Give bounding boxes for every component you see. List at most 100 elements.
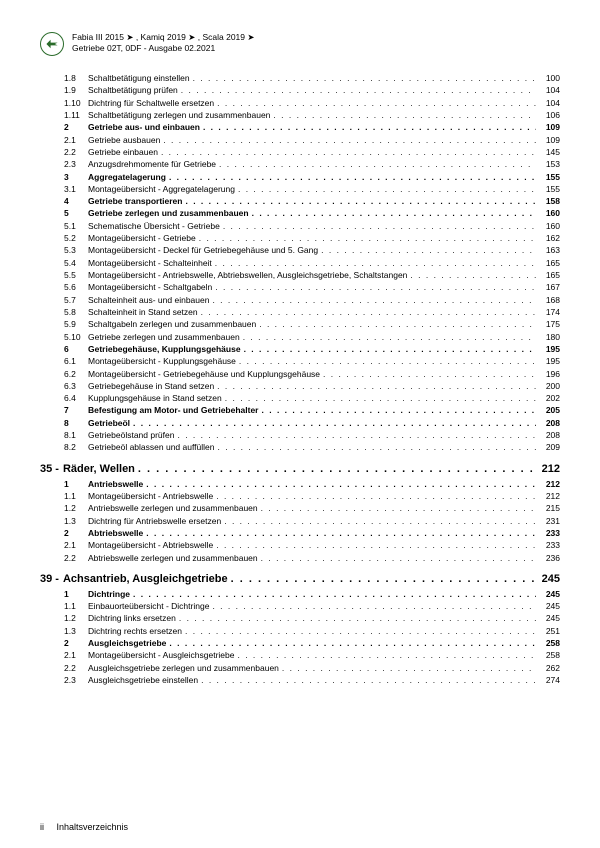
toc-entry-title: Getriebe zerlegen und zusammenbauen [88, 207, 249, 219]
toc-entry-num: 1 [40, 478, 88, 490]
toc-dots: . . . . . . . . . . . . . . . . . . . . … [221, 515, 536, 527]
toc-entry-num: 5.10 [40, 331, 88, 343]
toc-entry-title: Montageübersicht - Antriebswelle, Abtrie… [88, 269, 407, 281]
toc-row: 2Abtriebswelle. . . . . . . . . . . . . … [40, 527, 560, 539]
toc-dots: . . . . . . . . . . . . . . . . . . . . … [258, 502, 536, 514]
toc-entry-page: 165 [536, 269, 560, 281]
toc-row: 2Getriebe aus- und einbauen. . . . . . .… [40, 121, 560, 133]
toc-dots: . . . . . . . . . . . . . . . . . . . . … [234, 649, 536, 661]
toc-row: 5Getriebe zerlegen und zusammenbauen. . … [40, 207, 560, 219]
toc-entry-num: 2.2 [40, 552, 88, 564]
toc-entry-page: 145 [536, 146, 560, 158]
toc-dots: . . . . . . . . . . . . . . . . . . . . … [200, 121, 536, 133]
chapter-num: 35 - [40, 462, 63, 478]
chapter-39-row: 39 - Achsantrieb, Ausgleichgetriebe . . … [40, 572, 560, 588]
toc-dots: . . . . . . . . . . . . . . . . . . . . … [143, 478, 536, 490]
toc-dots: . . . . . . . . . . . . . . . . . . . . … [259, 404, 537, 416]
chapter-title: Achsantrieb, Ausgleichgetriebe [63, 572, 228, 588]
toc-entry-page: 233 [536, 527, 560, 539]
toc-entry-num: 2 [40, 637, 88, 649]
toc-entry-page: 163 [536, 244, 560, 256]
toc-entry-num: 2.1 [40, 134, 88, 146]
toc-entry-num: 6.2 [40, 368, 88, 380]
toc-entry-title: Montageübersicht - Aggregatelagerung [88, 183, 235, 195]
toc-entry-num: 1.9 [40, 84, 88, 96]
toc-entry-page: 104 [536, 84, 560, 96]
toc-dots: . . . . . . . . . . . . . . . . . . . . … [166, 637, 536, 649]
toc-entry-title: Abtriebswelle zerlegen und zusammenbauen [88, 552, 258, 564]
toc-dots: . . . . . . . . . . . . . . . . . . . . … [249, 207, 536, 219]
toc-entry-title: Kupplungsgehäuse in Stand setzen [88, 392, 222, 404]
toc-section-35: 1Antriebswelle. . . . . . . . . . . . . … [40, 478, 560, 564]
toc-entry-num: 2.3 [40, 674, 88, 686]
toc-row: 5.5Montageübersicht - Antriebswelle, Abt… [40, 269, 560, 281]
toc-row: 5.10Getriebe zerlegen und zusammenbauen.… [40, 331, 560, 343]
toc-entry-page: 258 [536, 637, 560, 649]
toc-entry-title: Getriebe aus- und einbauen [88, 121, 200, 133]
toc-entry-num: 1.8 [40, 72, 88, 84]
toc-row: 1.2Dichtring links ersetzen. . . . . . .… [40, 612, 560, 624]
toc-entry-num: 2.1 [40, 539, 88, 551]
toc-entry-page: 155 [536, 183, 560, 195]
toc-dots: . . . . . . . . . . . . . . . . . . . . … [318, 244, 536, 256]
toc-entry-title: Antriebswelle [88, 478, 143, 490]
toc-entry-page: 162 [536, 232, 560, 244]
toc-entry-title: Montageübersicht - Ausgleichsgetriebe [88, 649, 234, 661]
toc-entry-num: 1.10 [40, 97, 88, 109]
toc-row: 6.3Getriebegehäuse in Stand setzen. . . … [40, 380, 560, 392]
toc-entry-title: Montageübersicht - Getriebe [88, 232, 196, 244]
toc-entry-num: 1.3 [40, 625, 88, 637]
toc-dots: . . . . . . . . . . . . . . . . . . . . … [166, 171, 536, 183]
toc-entry-num: 2 [40, 527, 88, 539]
toc-dots: . . . . . . . . . . . . . . . . . . . . … [241, 343, 536, 355]
toc-row: 2.3Ausgleichsgetriebe einstellen. . . . … [40, 674, 560, 686]
toc-entry-title: Schematische Übersicht - Getriebe [88, 220, 220, 232]
toc-dots: . . . . . . . . . . . . . . . . . . . . … [222, 392, 536, 404]
toc-row: 3Aggregatelagerung. . . . . . . . . . . … [40, 171, 560, 183]
toc-dots: . . . . . . . . . . . . . . . . . . . . … [160, 134, 536, 146]
toc-entry-title: Ausgleichsgetriebe zerlegen und zusammen… [88, 662, 279, 674]
toc-row: 2.3Anzugsdrehmomente für Getriebe. . . .… [40, 158, 560, 170]
toc-dots: . . . . . . . . . . . . . . . . . . . . … [235, 183, 536, 195]
toc-row: 2.2Abtriebswelle zerlegen und zusammenba… [40, 552, 560, 564]
toc-entry-title: Schaltbetätigung prüfen [88, 84, 178, 96]
document-header: Fabia III 2015 ➤ , Kamiq 2019 ➤ , Scala … [40, 32, 560, 56]
toc-dots: . . . . . . . . . . . . . . . . . . . . … [130, 417, 536, 429]
toc-entry-title: Anzugsdrehmomente für Getriebe [88, 158, 216, 170]
toc-entry-num: 5.1 [40, 220, 88, 232]
toc-entry-num: 1.11 [40, 109, 88, 121]
toc-row: 6.4Kupplungsgehäuse in Stand setzen. . .… [40, 392, 560, 404]
toc-entry-page: 212 [536, 478, 560, 490]
toc-row: 1.8Schaltbetätigung einstellen. . . . . … [40, 72, 560, 84]
toc-entry-title: Getriebe zerlegen und zusammenbauen [88, 331, 240, 343]
toc-entry-page: 208 [536, 429, 560, 441]
toc-entry-title: Befestigung am Motor- und Getriebehalter [88, 404, 259, 416]
toc-dots: . . . . . . . . . . . . . . . . . . . . … [279, 662, 536, 674]
toc-row: 1.3Dichtring für Antriebswelle ersetzen.… [40, 515, 560, 527]
toc-entry-title: Ausgleichsgetriebe [88, 637, 166, 649]
toc-dots: . . . . . . . . . . . . . . . . . . . . … [190, 72, 536, 84]
toc-entry-num: 1.2 [40, 612, 88, 624]
toc-row: 1.2Antriebswelle zerlegen und zusammenba… [40, 502, 560, 514]
toc-entry-page: 274 [536, 674, 560, 686]
toc-entry-num: 7 [40, 404, 88, 416]
toc-dots: . . . . . . . . . . . . . . . . . . . . … [143, 527, 536, 539]
toc-entry-num: 2.1 [40, 649, 88, 661]
toc-entry-page: 236 [536, 552, 560, 564]
toc-entry-title: Dichtring für Antriebswelle ersetzen [88, 515, 221, 527]
page-footer: ii Inhaltsverzeichnis [40, 822, 128, 832]
toc-section-39: 1Dichtringe. . . . . . . . . . . . . . .… [40, 588, 560, 687]
toc-entry-page: 262 [536, 662, 560, 674]
toc-dots: . . . . . . . . . . . . . . . . . . . . … [320, 368, 536, 380]
toc-entry-title: Schaltgabeln zerlegen und zusammenbauen [88, 318, 256, 330]
toc-row: 3.1Montageübersicht - Aggregatelagerung.… [40, 183, 560, 195]
toc-entry-title: Getriebe transportieren [88, 195, 182, 207]
toc-row: 5.9Schaltgabeln zerlegen und zusammenbau… [40, 318, 560, 330]
toc-entry-title: Ausgleichsgetriebe einstellen [88, 674, 198, 686]
toc-entry-title: Dichtring für Schaltwelle ersetzen [88, 97, 214, 109]
header-text: Fabia III 2015 ➤ , Kamiq 2019 ➤ , Scala … [72, 32, 255, 54]
toc-entry-num: 5.9 [40, 318, 88, 330]
toc-row: 1.1Montageübersicht - Antriebswelle. . .… [40, 490, 560, 502]
toc-entry-page: 205 [536, 404, 560, 416]
skoda-logo-icon [40, 32, 64, 56]
